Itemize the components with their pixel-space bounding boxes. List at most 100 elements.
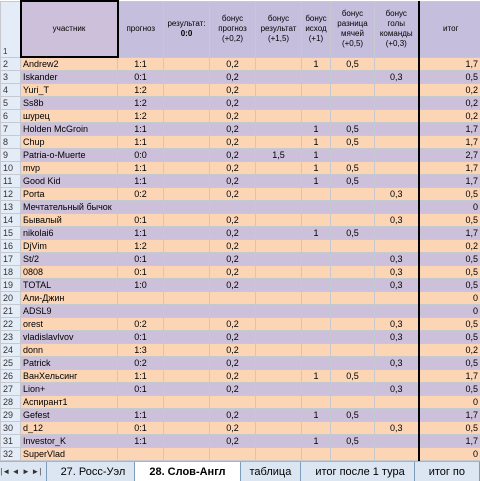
bonus-outcome-cell[interactable] xyxy=(302,266,331,279)
total-cell[interactable]: 0 xyxy=(419,292,480,305)
bonus-diff-cell[interactable]: 0,5 xyxy=(331,227,375,240)
prognoz-cell[interactable]: 1:1 xyxy=(118,370,164,383)
bonus-diff-cell[interactable]: 0,5 xyxy=(331,435,375,448)
bonus-outcome-cell[interactable] xyxy=(302,396,331,409)
prognoz-cell[interactable]: 1:1 xyxy=(118,162,164,175)
bonus-goals-cell[interactable] xyxy=(375,84,419,97)
sheet-tab-tablica[interactable]: таблица xyxy=(235,462,307,481)
bonus-outcome-cell[interactable] xyxy=(302,71,331,84)
bonus-outcome-cell[interactable] xyxy=(302,331,331,344)
row-number[interactable]: 28 xyxy=(1,396,21,409)
next-sheet-icon[interactable]: ► xyxy=(21,462,31,481)
bonus-goals-cell[interactable]: 0,3 xyxy=(375,266,419,279)
participant-cell[interactable]: d_12 xyxy=(21,422,118,435)
bonus-goals-cell[interactable] xyxy=(375,97,419,110)
result-cell[interactable] xyxy=(164,266,210,279)
bonus-goals-cell[interactable]: 0,3 xyxy=(375,188,419,201)
bonus-prognoz-cell[interactable]: 0,2 xyxy=(210,57,256,71)
participant-cell[interactable]: Chup xyxy=(21,136,118,149)
participant-cell[interactable]: Lion+ xyxy=(21,383,118,396)
total-cell[interactable]: 0,5 xyxy=(419,383,480,396)
bonus-goals-cell[interactable] xyxy=(375,227,419,240)
bonus-result-cell[interactable] xyxy=(256,279,302,292)
participant-cell[interactable]: orest xyxy=(21,318,118,331)
bonus-prognoz-cell[interactable]: 0,2 xyxy=(210,84,256,97)
bonus-outcome-cell[interactable] xyxy=(302,201,331,214)
bonus-goals-cell[interactable] xyxy=(375,110,419,123)
bonus-result-cell[interactable] xyxy=(256,318,302,331)
bonus-prognoz-cell[interactable] xyxy=(210,396,256,409)
total-cell[interactable]: 0 xyxy=(419,201,480,214)
prognoz-cell[interactable] xyxy=(118,396,164,409)
bonus-outcome-cell[interactable] xyxy=(302,357,331,370)
bonus-outcome-cell[interactable]: 1 xyxy=(302,149,331,162)
result-cell[interactable] xyxy=(164,435,210,448)
row-number[interactable]: 14 xyxy=(1,214,21,227)
bonus-result-cell[interactable] xyxy=(256,292,302,305)
row-number[interactable]: 29 xyxy=(1,409,21,422)
result-cell[interactable] xyxy=(164,344,210,357)
participant-cell[interactable]: TOTAL xyxy=(21,279,118,292)
bonus-outcome-cell[interactable] xyxy=(302,279,331,292)
bonus-diff-cell[interactable] xyxy=(331,344,375,357)
bonus-result-cell[interactable] xyxy=(256,422,302,435)
sheet-tab-itog-po[interactable]: итог по xyxy=(414,462,480,481)
sheet-tab-slov-angl[interactable]: 28. Слов-Англ xyxy=(134,462,240,481)
bonus-result-cell[interactable] xyxy=(256,370,302,383)
bonus-outcome-cell[interactable] xyxy=(302,97,331,110)
total-cell[interactable]: 1,7 xyxy=(419,123,480,136)
bonus-diff-cell[interactable] xyxy=(331,240,375,253)
participant-cell[interactable]: Porta xyxy=(21,188,118,201)
row-number[interactable]: 22 xyxy=(1,318,21,331)
bonus-diff-cell[interactable]: 0,5 xyxy=(331,123,375,136)
bonus-outcome-cell[interactable]: 1 xyxy=(302,370,331,383)
bonus-prognoz-cell[interactable]: 0,2 xyxy=(210,188,256,201)
total-cell[interactable]: 1,7 xyxy=(419,57,480,71)
prognoz-cell[interactable]: 1:1 xyxy=(118,175,164,188)
total-cell[interactable]: 0,5 xyxy=(419,71,480,84)
bonus-goals-cell[interactable] xyxy=(375,396,419,409)
participant-cell[interactable]: Iskander xyxy=(21,71,118,84)
bonus-goals-cell[interactable] xyxy=(375,162,419,175)
result-cell[interactable] xyxy=(164,448,210,461)
bonus-result-cell[interactable] xyxy=(256,396,302,409)
bonus-result-cell[interactable] xyxy=(256,175,302,188)
spreadsheet-grid[interactable]: 1 участник прогноз результат: 0:0 бонус … xyxy=(0,0,480,461)
participant-cell[interactable]: Gefest xyxy=(21,409,118,422)
participant-cell[interactable]: Али-Джин xyxy=(21,292,118,305)
participant-cell[interactable]: mvp xyxy=(21,162,118,175)
bonus-diff-cell[interactable] xyxy=(331,279,375,292)
prognoz-cell[interactable]: 1:1 xyxy=(118,435,164,448)
result-cell[interactable] xyxy=(164,253,210,266)
participant-cell[interactable]: ВанХельсинг xyxy=(21,370,118,383)
bonus-goals-cell[interactable]: 0,3 xyxy=(375,214,419,227)
row-number[interactable]: 2 xyxy=(1,57,21,71)
total-cell[interactable]: 1,7 xyxy=(419,175,480,188)
result-cell[interactable] xyxy=(164,136,210,149)
bonus-result-cell[interactable] xyxy=(256,97,302,110)
bonus-result-cell[interactable] xyxy=(256,253,302,266)
bonus-diff-cell[interactable] xyxy=(331,84,375,97)
result-cell[interactable] xyxy=(164,84,210,97)
prognoz-cell[interactable]: 1:2 xyxy=(118,110,164,123)
bonus-prognoz-cell[interactable]: 0,2 xyxy=(210,253,256,266)
participant-cell[interactable]: Investor_K xyxy=(21,435,118,448)
participant-cell[interactable]: DjVim xyxy=(21,240,118,253)
bonus-prognoz-cell[interactable]: 0,2 xyxy=(210,175,256,188)
bonus-result-cell[interactable] xyxy=(256,214,302,227)
total-cell[interactable]: 0,5 xyxy=(419,279,480,292)
result-cell[interactable] xyxy=(164,97,210,110)
bonus-prognoz-cell[interactable]: 0,2 xyxy=(210,162,256,175)
result-cell[interactable] xyxy=(164,383,210,396)
bonus-diff-cell[interactable]: 0,5 xyxy=(331,175,375,188)
total-cell[interactable]: 0,2 xyxy=(419,97,480,110)
bonus-prognoz-cell[interactable]: 0,2 xyxy=(210,409,256,422)
bonus-diff-cell[interactable]: 0,5 xyxy=(331,162,375,175)
participant-cell[interactable]: Patria-o-Muerte xyxy=(21,149,118,162)
bonus-prognoz-cell[interactable] xyxy=(210,201,256,214)
result-cell[interactable] xyxy=(164,318,210,331)
bonus-outcome-cell[interactable] xyxy=(302,110,331,123)
prognoz-cell[interactable]: 1:2 xyxy=(118,84,164,97)
total-cell[interactable]: 1,7 xyxy=(419,370,480,383)
bonus-goals-cell[interactable] xyxy=(375,292,419,305)
